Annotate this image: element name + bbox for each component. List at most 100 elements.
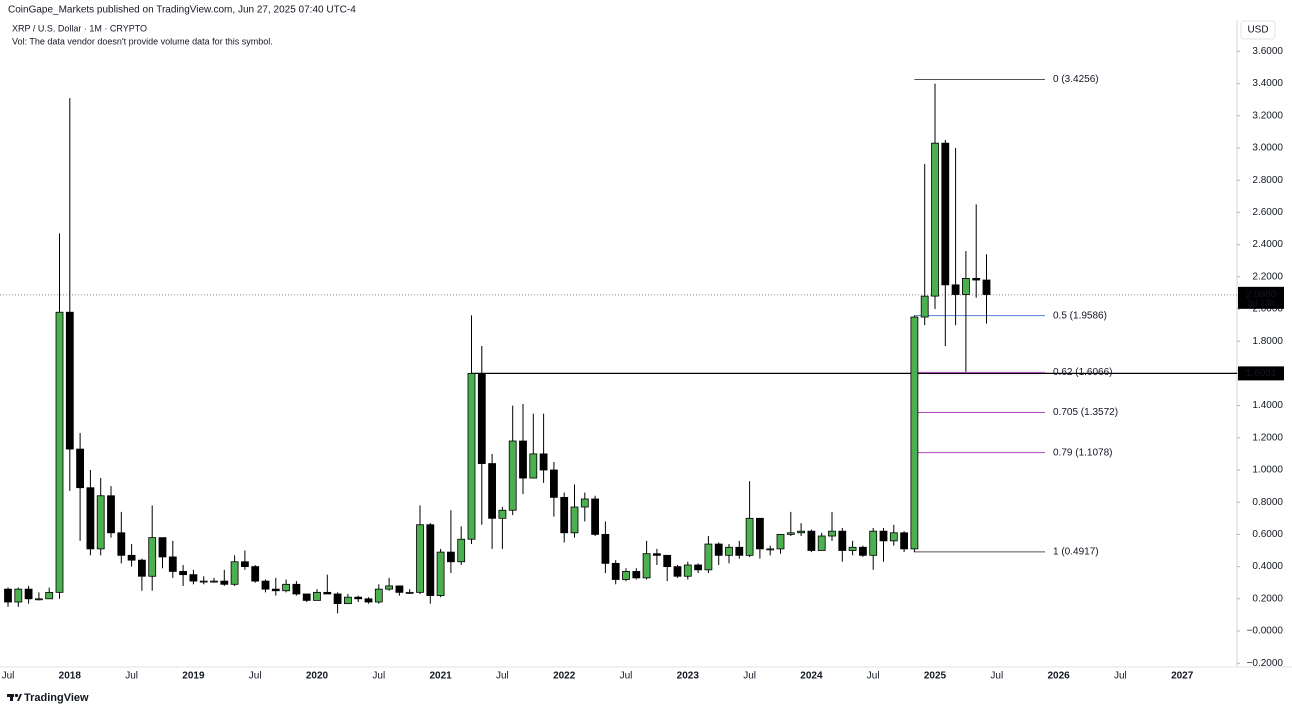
horizontal-line-box [1238,366,1284,381]
candle-body [55,311,64,593]
candle-body [199,580,208,583]
candle-body [158,537,167,558]
x-tick-label: 2022 [553,671,576,682]
candle-body [457,538,466,563]
candle-body [477,372,486,464]
candle-body [436,551,445,596]
y-tick-label: 3.6000 [1252,46,1283,57]
candle-body [951,284,960,295]
candle-body [745,517,754,556]
candle-body [498,509,507,519]
candle-body [4,588,12,603]
candle-body [354,596,363,600]
x-tick-label: 2018 [59,671,82,682]
candle-body [508,440,517,511]
x-tick-label: Jul [372,671,385,682]
candle-body [117,532,126,556]
x-tick-label: Jul [496,671,509,682]
candle-body [962,278,970,295]
x-tick-label: 2024 [800,671,823,682]
y-tick-label: 3.4000 [1252,78,1283,89]
candle-body [148,537,157,577]
candle-body [931,142,939,297]
candle-body [580,498,589,508]
x-tick-label: 2026 [1047,671,1070,682]
candle-body [756,517,764,550]
candle-body [972,278,981,281]
candle-body [797,530,805,534]
candle-body [611,562,620,580]
candle-body [900,532,908,550]
y-tick-label: 2.2000 [1252,271,1283,282]
y-tick-label: 2.0000 [1252,304,1283,315]
fib-label: 1 (0.4917) [1053,546,1099,557]
x-tick-label: 2020 [306,671,329,682]
candle-body [704,543,713,571]
candle-body [539,453,548,471]
x-tick-label: 2027 [1171,671,1194,682]
candle-body [910,316,919,550]
candle-body [313,591,321,601]
x-tick-label: 2019 [182,671,205,682]
y-tick-label: 2.8000 [1252,175,1283,186]
fib-label: 0.79 (1.1078) [1053,447,1113,458]
y-tick-label: 1.4000 [1252,400,1283,411]
candle-body [982,279,991,295]
candle-body [230,561,239,585]
candle-body [859,546,867,556]
candle-body [86,487,95,550]
y-tick-label: −0.2000 [1247,658,1284,669]
candle-body [529,453,538,479]
brand-logo [7,693,22,701]
candle-body [766,548,775,551]
x-tick-label: 2025 [924,671,947,682]
currency: USD [1247,25,1268,36]
fib-label: 0.5 (1.9586) [1053,310,1107,321]
x-tick-label: Jul [125,671,138,682]
candle-body [920,295,929,318]
candle-body [35,598,43,601]
candle-body [622,571,630,580]
candle-body [168,556,177,572]
candle-body [879,530,888,542]
candle-body [405,591,414,594]
candle-body [519,440,527,479]
candle-body [385,585,394,590]
y-tick-label: 1.2000 [1252,432,1283,443]
candle-body [663,554,672,567]
candle-body [653,553,661,556]
fib-label: 0.62 (1.6066) [1053,367,1113,378]
candle-body [179,571,188,576]
candle-body [714,543,723,556]
candle-body [467,372,476,540]
candle-body [271,588,280,592]
currency-box [1240,20,1276,40]
candle-body [550,469,558,498]
y-tick-label: 1.8000 [1252,336,1283,347]
candle-body [807,530,816,551]
candle-body [776,533,785,550]
candle-body [591,498,599,535]
candle-body [240,561,249,567]
y-tick-label: 3.0000 [1252,143,1283,154]
horizontal-line-label: 1.6001 [1246,368,1277,379]
candle-body [817,535,826,551]
candle-body [189,574,198,582]
chart-title: XRP / U.S. Dollar · 1M · CRYPTO [12,23,147,33]
candle-body [642,553,651,579]
candle-body [395,585,404,593]
candle-body [673,566,682,577]
y-tick-label: 1.0000 [1252,465,1283,476]
x-tick-label: Jul [2,671,15,682]
y-tick-label: 0.4000 [1252,561,1283,572]
candle-body [828,530,836,537]
candle-body [96,495,105,550]
candle-body [416,524,424,593]
candle-body [24,588,33,600]
candle-body [786,532,795,535]
candle-body [76,448,84,489]
y-tick-label: 0.2000 [1252,593,1283,604]
candle-body [282,583,291,592]
candle-body [683,564,692,577]
